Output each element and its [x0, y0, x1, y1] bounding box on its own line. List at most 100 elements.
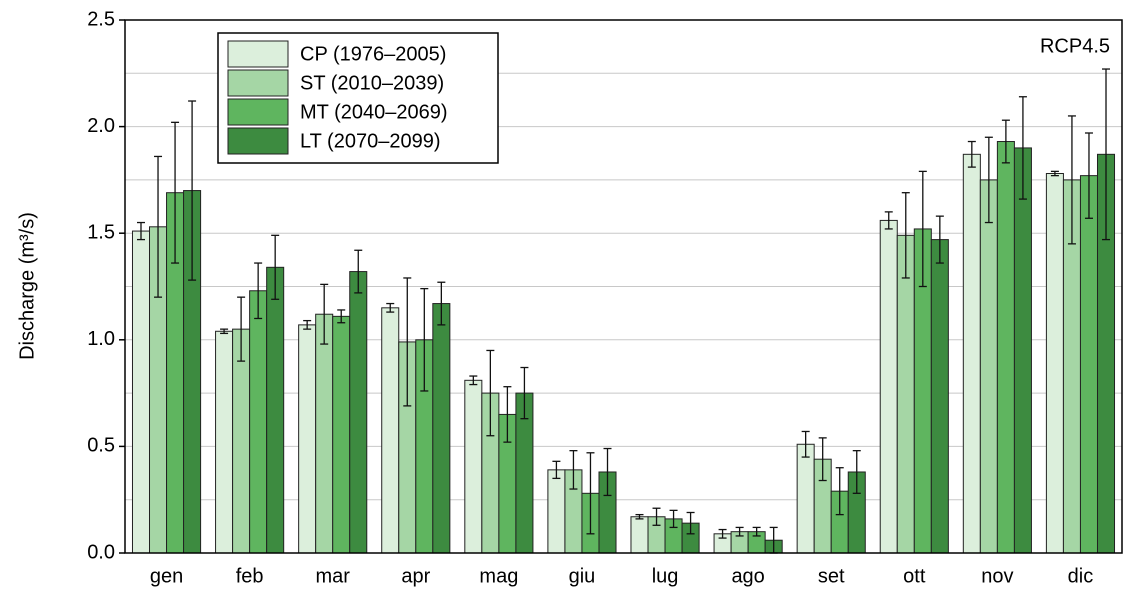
legend-swatch: [227, 69, 289, 97]
bar: [464, 379, 483, 554]
error-bar: [420, 287, 429, 392]
annotation: RCP4.5: [1040, 35, 1110, 57]
error-bar: [437, 281, 446, 326]
bar: [1079, 175, 1098, 554]
error-bar: [901, 192, 910, 279]
legend-swatch: [227, 98, 289, 126]
y-tick-label: 0.5: [87, 435, 115, 457]
error-bar: [818, 437, 827, 482]
error-bar: [752, 526, 761, 537]
error-bar: [1084, 132, 1093, 219]
x-tick-label: nov: [981, 565, 1013, 587]
error-bar: [320, 283, 329, 345]
bar: [1045, 173, 1064, 554]
error-bar: [469, 375, 478, 386]
error-bar: [154, 155, 163, 298]
error-bar: [486, 349, 495, 437]
x-tick-label: gen: [150, 565, 183, 587]
bar: [962, 153, 981, 554]
error-bar: [686, 511, 695, 535]
error-bar: [136, 221, 145, 241]
error-bar: [718, 528, 727, 539]
error-bar: [635, 513, 644, 520]
error-bar: [586, 452, 595, 535]
y-axis-label: Discharge (m³/s): [16, 212, 38, 360]
x-tick-label: feb: [236, 565, 264, 587]
error-bar: [984, 136, 993, 224]
bar: [131, 230, 151, 554]
legend-label: ST (2010–2039): [300, 72, 444, 94]
error-bar: [552, 460, 561, 480]
error-bar: [669, 509, 678, 529]
error-bar: [1067, 115, 1076, 245]
error-bar: [520, 366, 529, 420]
x-tick-label: dic: [1068, 565, 1094, 587]
bar: [249, 290, 268, 554]
bar: [298, 324, 317, 554]
bar: [215, 330, 234, 554]
legend-label: MT (2040–2069): [300, 101, 448, 123]
error-bar: [652, 507, 661, 526]
error-bar: [569, 450, 578, 490]
error-bar: [1001, 119, 1010, 164]
x-tick-label: ago: [731, 565, 764, 587]
bar: [547, 469, 566, 554]
x-tick-label: giu: [569, 565, 596, 587]
error-bar: [1050, 170, 1059, 177]
error-bar: [852, 450, 861, 494]
error-bar: [403, 277, 412, 407]
error-bar: [1018, 96, 1027, 200]
x-tick-label: mag: [479, 565, 518, 587]
error-bar: [603, 447, 612, 497]
x-tick-label: mar: [315, 565, 350, 587]
legend-label: CP (1976–2005): [300, 43, 446, 65]
bar: [266, 266, 285, 554]
bar: [432, 303, 451, 554]
error-bar: [237, 296, 246, 362]
error-bar: [254, 262, 263, 320]
error-bar: [220, 328, 229, 335]
x-tick-label: lug: [652, 565, 679, 587]
bar: [996, 141, 1015, 554]
legend-label: LT (2070–2099): [300, 130, 440, 152]
error-bar: [1102, 68, 1111, 241]
error-bar: [271, 234, 280, 300]
bar: [630, 516, 649, 554]
error-bar: [188, 100, 197, 281]
y-tick-label: 2.5: [87, 8, 115, 30]
error-bar: [967, 140, 976, 168]
bar: [381, 307, 400, 554]
legend-swatch: [227, 40, 289, 68]
error-bar: [918, 170, 927, 288]
error-bar: [801, 430, 810, 458]
error-bar: [337, 309, 346, 324]
bar: [879, 219, 898, 554]
error-bar: [386, 302, 395, 313]
bar: [315, 313, 334, 554]
bar: [796, 443, 815, 554]
x-tick-label: ott: [903, 565, 926, 587]
bar: [979, 179, 998, 554]
bar: [1013, 147, 1032, 554]
plot-frame: [124, 19, 1123, 554]
x-tick-label: apr: [401, 565, 430, 587]
error-bar: [303, 319, 312, 330]
error-bar: [354, 249, 363, 294]
error-bar: [935, 215, 944, 264]
error-bar: [884, 211, 893, 230]
error-bar: [835, 467, 844, 516]
bar: [896, 234, 915, 554]
legend-swatch: [227, 127, 289, 155]
bar: [349, 271, 368, 554]
bar: [232, 328, 251, 554]
x-tick-label: set: [818, 565, 845, 587]
y-tick-label: 1.0: [87, 328, 115, 350]
error-bar: [503, 386, 512, 443]
bar: [332, 315, 351, 554]
y-tick-label: 1.5: [87, 221, 115, 243]
error-bar: [735, 526, 744, 537]
y-tick-label: 2.0: [87, 115, 115, 137]
bar: [930, 239, 949, 554]
error-bar: [171, 121, 180, 264]
